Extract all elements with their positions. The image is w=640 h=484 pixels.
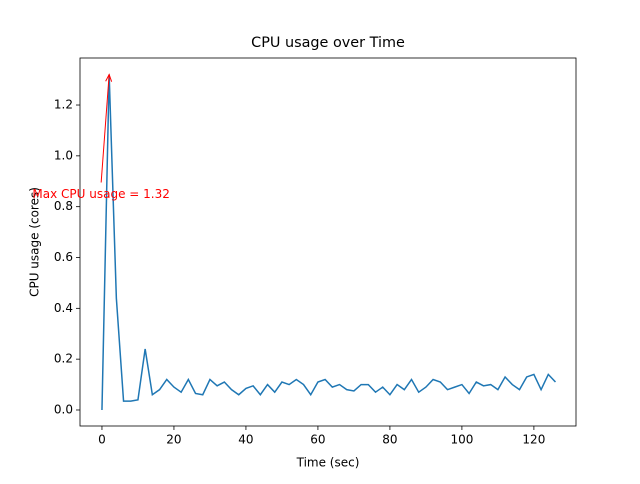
y-tick-label: 0.8 <box>54 199 73 213</box>
annotation-text: Max CPU usage = 1.32 <box>32 187 169 201</box>
x-tick-label: 120 <box>522 433 545 447</box>
chart-title: CPU usage over Time <box>251 35 405 51</box>
y-tick-label: 0.2 <box>54 352 73 366</box>
data-line <box>101 74 557 411</box>
x-tick-label: 20 <box>166 433 181 447</box>
x-tick-label: 60 <box>310 433 325 447</box>
y-tick-label: 0.4 <box>54 301 73 315</box>
y-tick-label: 0.0 <box>54 402 73 416</box>
y-axis-label: CPU usage (cores) <box>28 187 42 297</box>
annotation-arrowhead <box>105 73 113 82</box>
x-tick-label: 40 <box>238 433 253 447</box>
y-tick-label: 1.0 <box>54 148 73 162</box>
y-tick-label: 1.2 <box>54 98 73 112</box>
y-tick-label: 0.6 <box>54 250 73 264</box>
plot-frame <box>79 57 577 427</box>
x-axis-label: Time (sec) <box>296 456 360 470</box>
x-tick-label: 80 <box>382 433 397 447</box>
x-tick-label: 100 <box>450 433 473 447</box>
annotation-arrow <box>100 74 110 183</box>
x-tick-label: 0 <box>98 433 106 447</box>
